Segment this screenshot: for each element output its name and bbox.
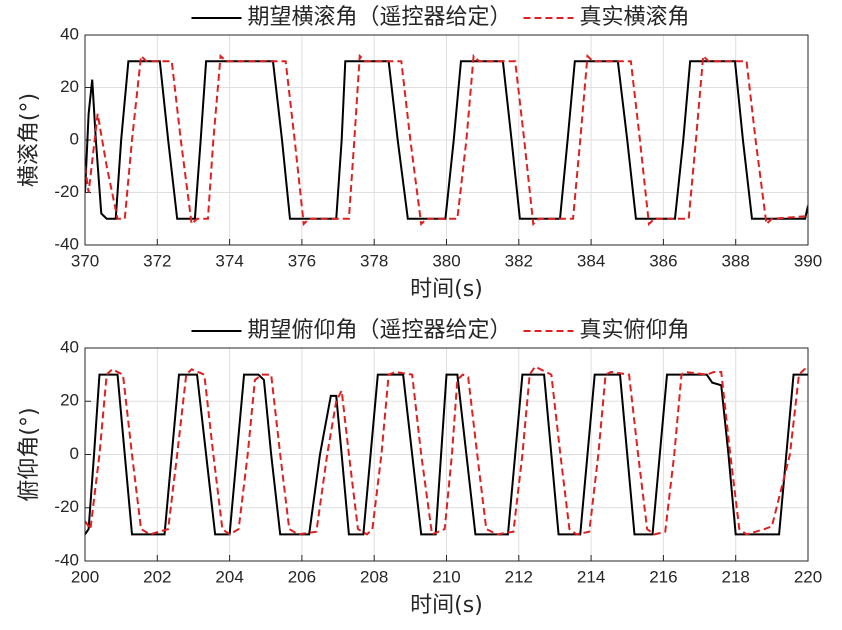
legend-label: 期望横滚角（遥控器给定） (247, 5, 511, 30)
axes-box (84, 34, 809, 246)
x-tick-label: 384 (577, 251, 605, 270)
y-tick-label: -20 (54, 497, 79, 516)
legend-label: 真实俯仰角 (580, 318, 690, 343)
x-tick-label: 376 (288, 251, 316, 270)
x-tick-label: 200 (71, 567, 99, 586)
x-tick-label: 370 (71, 251, 99, 270)
x-tick-label: 372 (143, 251, 171, 270)
x-tick-label: 216 (649, 567, 677, 586)
data-line (85, 53, 808, 227)
x-tick-label: 386 (649, 251, 677, 270)
x-tick-label: 382 (505, 251, 533, 270)
x-tick-label: 388 (722, 251, 750, 270)
x-axis-label: 时间(s) (410, 593, 483, 618)
y-tick-label: 0 (70, 129, 79, 148)
y-tick-label: -40 (54, 550, 79, 569)
y-tick-label: 20 (60, 391, 79, 410)
x-tick-label: 202 (143, 567, 171, 586)
y-tick-label: 0 (70, 444, 79, 463)
axes-box (84, 347, 809, 562)
y-tick-label: 40 (60, 24, 79, 43)
x-tick-label: 378 (360, 251, 388, 270)
y-tick-label: 40 (60, 337, 79, 356)
legend-box (187, 315, 702, 345)
x-tick-label: 214 (577, 567, 605, 586)
y-tick-label: -40 (54, 234, 79, 253)
data-line (85, 373, 808, 536)
y-axis-label: 俯仰角(°) (17, 407, 42, 501)
data-line (85, 365, 808, 536)
x-tick-label: 206 (288, 567, 316, 586)
legend-label: 真实横滚角 (580, 5, 690, 30)
x-axis-label: 时间(s) (410, 277, 483, 302)
y-axis-label: 横滚角(°) (17, 93, 42, 187)
x-tick-label: 204 (215, 567, 243, 586)
legend-label: 期望俯仰角（遥控器给定） (247, 318, 511, 343)
x-tick-label: 390 (794, 251, 822, 270)
y-tick-label: 20 (60, 77, 79, 96)
x-tick-label: 208 (360, 567, 388, 586)
x-tick-label: 220 (794, 567, 822, 586)
x-tick-label: 374 (215, 251, 243, 270)
x-tick-label: 212 (505, 567, 533, 586)
x-tick-label: 380 (432, 251, 460, 270)
x-tick-label: 218 (722, 567, 750, 586)
y-tick-label: -20 (54, 182, 79, 201)
legend-box (187, 2, 702, 32)
x-tick-label: 210 (432, 567, 460, 586)
